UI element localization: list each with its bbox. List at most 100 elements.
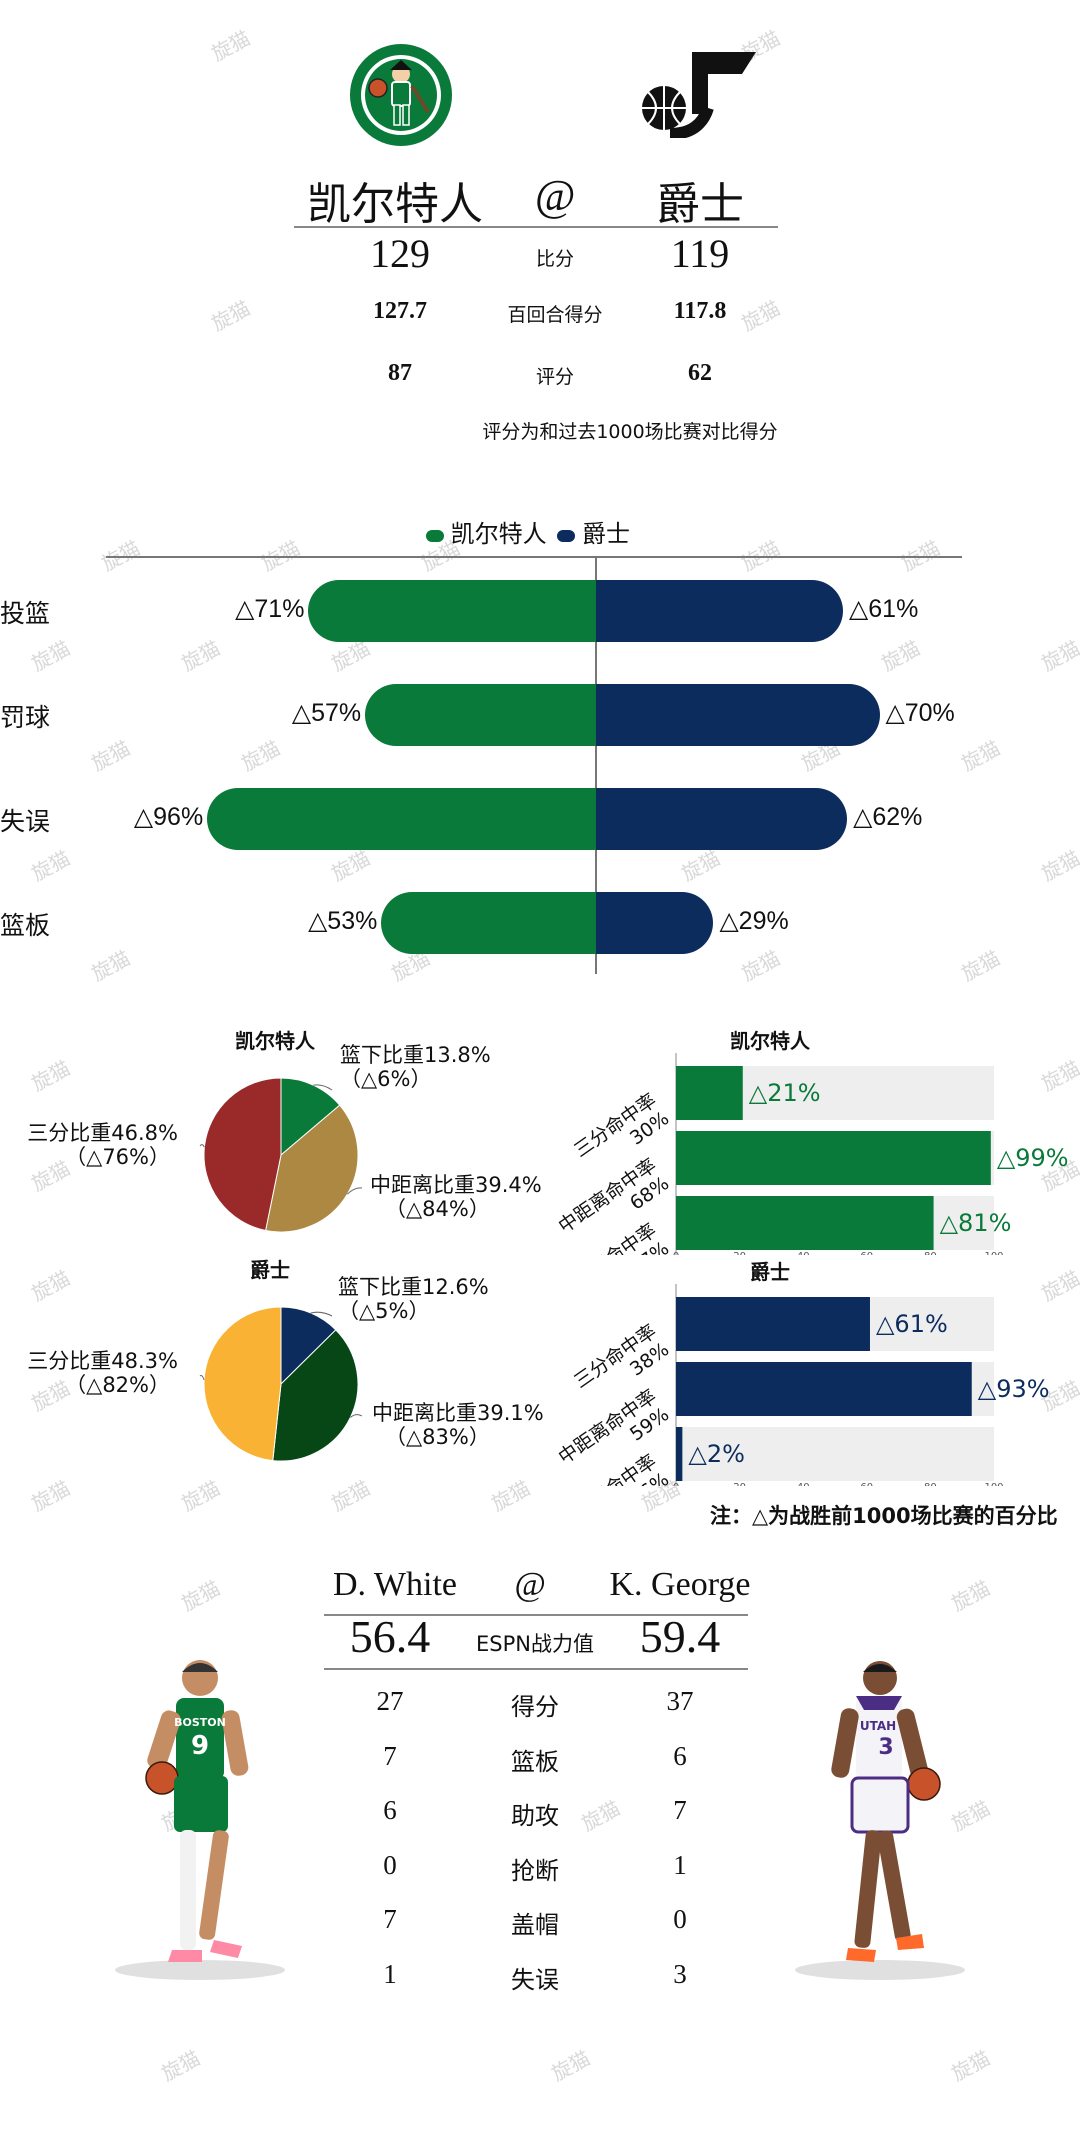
category-label: 篮板 [0,911,51,940]
watermark: 旋猫 [737,945,784,986]
pie-slice [280,1077,341,1157]
away-bar-label: △29% [719,907,789,935]
celtics-shooting-bars: △21%三分命中率30%△99%中距离命中率68%△81%篮下命中率77%020… [555,1053,1069,1255]
player-divider-top [324,1614,748,1616]
celtics-logo [348,42,454,148]
rating-note: 评分为和过去1000场比赛对比得分 [482,421,778,443]
diverging-center-axis [595,556,597,974]
diverging-top-rule [106,556,962,558]
pie-slice-label: 中距离比重39.4% [370,1173,542,1197]
watermark: 旋猫 [487,1475,534,1516]
away-jersey-number: 3 [878,1735,893,1760]
away-player-stat: 37 [666,1686,694,1716]
percentile-bar-label: △21% [749,1079,821,1107]
pie-slice-label: 篮下比重12.6% [338,1275,489,1299]
jazz-shooting-bars: △61%三分命中率38%△93%中距离命中率59%△2%篮下命中率46%0204… [555,1284,1050,1486]
percentile-bar [676,1297,870,1351]
home-player-stat: 7 [383,1904,397,1934]
watermark: 旋猫 [207,25,254,66]
away-bar [596,580,844,642]
header-home-value: 129 [370,231,430,276]
x-tick-label: 40 [797,1482,810,1486]
watermark: 旋猫 [97,535,144,576]
percentile-bar [676,1427,683,1481]
home-jersey-number: 9 [191,1731,209,1761]
watermark: 旋猫 [237,735,284,776]
pie-slice-rank: （△82%） [65,1373,170,1397]
x-tick-label: 80 [924,1482,937,1486]
espn-label: ESPN战力值 [476,1632,594,1656]
home-player-name: D. White [332,1566,457,1603]
category-label: 罚球 [0,703,51,732]
player-stat-label: 失误 [511,1965,559,1994]
percentile-bar [676,1362,972,1416]
watermark: 旋猫 [87,735,134,776]
home-bar [365,684,596,746]
watermark: 旋猫 [27,845,74,886]
celtics-pie-title: 凯尔特人 [235,1029,315,1053]
away-bar [596,892,714,954]
percentile-bar [676,1196,934,1250]
watermark: 旋猫 [207,295,254,336]
home-player-figure: BOSTON 9 [110,1650,290,1990]
celtics-bar-title: 凯尔特人 [730,1029,810,1053]
category-label: 投篮 [0,599,51,628]
home-bar [308,580,596,642]
header-row-label: 比分 [535,248,574,270]
away-player-stat: 6 [673,1740,687,1771]
watermark: 旋猫 [877,635,924,676]
player-stat-label: 盖帽 [511,1911,559,1939]
watermark: 旋猫 [947,2045,994,2086]
pie-leader-line [350,1414,363,1418]
watermark: 旋猫 [957,945,1004,986]
away-bar-label: △62% [853,803,923,831]
percentile-bar-label: △99% [997,1144,1069,1172]
watermark: 旋猫 [1037,845,1080,886]
watermark: 旋猫 [737,535,784,576]
home-player-stat: 1 [383,1958,397,1989]
x-tick-label: 80 [924,1251,937,1255]
jazz-bar-title: 爵士 [750,1260,790,1284]
header-away-value: 62 [688,360,712,386]
away-player-stat: 0 [673,1904,687,1934]
percentile-bar-label: △81% [940,1209,1012,1237]
x-tick-label: 100 [984,1251,1003,1255]
x-tick-label: 60 [860,1251,873,1255]
watermark: 旋猫 [177,635,224,676]
away-player-stat: 7 [673,1795,687,1825]
pie-slice-label: 中距离比重39.1% [372,1401,544,1425]
player-stat-label: 抢断 [511,1856,559,1885]
watermark: 旋猫 [897,535,944,576]
legend-label-home: 凯尔特人 [450,520,547,548]
percentile-bar-label: △93% [978,1375,1050,1403]
x-tick-label: 60 [860,1482,873,1486]
watermark: 旋猫 [957,735,1004,776]
pie-slice [203,1077,282,1232]
header-row-label: 百回合得分 [507,304,603,326]
pie-slice-rank: （△84%） [385,1197,490,1221]
home-jersey-text: BOSTON [174,1716,226,1729]
home-player-stat: 6 [383,1795,397,1825]
home-player-stat: 0 [383,1849,397,1880]
shot-note: 注：△为战胜前1000场比赛的百分比 [710,1504,1058,1528]
diverging-legend: 凯尔特人 爵士 [426,514,666,548]
away-bar [596,684,880,746]
player-at-symbol: @ [514,1566,546,1603]
header-away-value: 117.8 [673,298,727,324]
away-bar-label: △70% [885,699,955,727]
home-bar-label: △96% [133,803,204,831]
header-row-label: 评分 [535,366,574,388]
watermark: 旋猫 [27,635,74,676]
celtics-shot-pie: 篮下比重13.8%（△6%） 中距离比重39.4%（△84%） 三分比重46.8%（… [27,1043,542,1233]
away-player-stat: 1 [673,1849,687,1880]
legend-swatch-away [557,529,576,542]
home-espn-value: 56.4 [349,1611,431,1662]
jazz-pie-title: 爵士 [250,1258,290,1282]
away-espn-value: 59.4 [639,1611,721,1662]
pie-leader-line [199,1144,205,1148]
home-bar-label: △53% [308,907,378,935]
player-stat-label: 篮板 [511,1747,559,1776]
watermark: 旋猫 [157,2045,204,2086]
